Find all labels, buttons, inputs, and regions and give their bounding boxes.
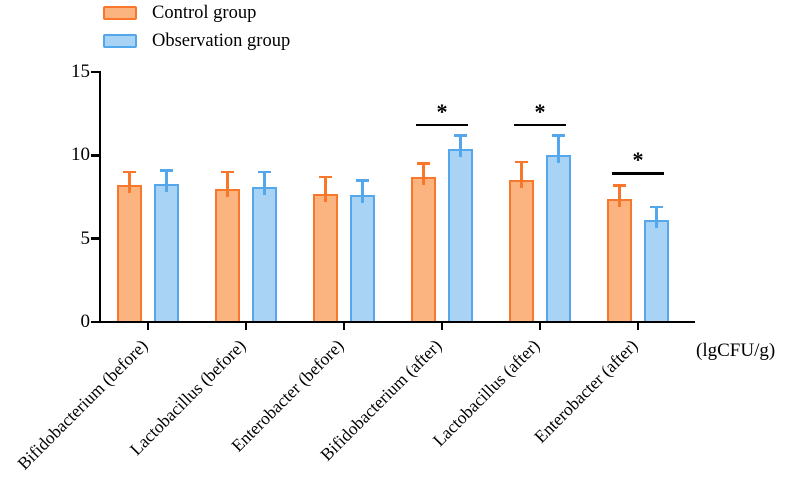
- error-bar-cap: [552, 134, 565, 137]
- error-bar-stem: [226, 172, 229, 197]
- x-tick: [342, 322, 346, 330]
- x-tick: [636, 322, 640, 330]
- bar-observation-0: [154, 183, 179, 323]
- bar-observation-4: [546, 155, 571, 323]
- error-bar-cap: [650, 205, 663, 209]
- error-bar-stem: [361, 180, 364, 204]
- error-bar-stem: [618, 185, 621, 207]
- significance-line: [416, 123, 468, 127]
- error-bar-stem: [557, 135, 560, 164]
- error-bar-stem: [165, 170, 168, 192]
- bar-observation-3: [448, 148, 473, 323]
- y-tick-label: 10: [71, 144, 90, 166]
- legend-item-observation-group: Observation group: [103, 31, 290, 51]
- error-bar-stem: [459, 135, 462, 157]
- bar-control-4: [509, 180, 534, 323]
- bar-observation-1: [252, 187, 277, 323]
- significance-asterisk: *: [632, 147, 644, 172]
- error-bar-cap: [319, 175, 332, 179]
- error-bar-cap: [454, 134, 467, 137]
- bar-control-3: [411, 177, 436, 323]
- error-bar-stem: [655, 207, 658, 229]
- x-axis-label-0: Bifidobacterium (before): [13, 335, 152, 474]
- significance-asterisk: *: [436, 98, 448, 124]
- x-tick: [146, 322, 150, 330]
- y-tick: [91, 154, 100, 157]
- x-axis-label-5: Enterobacter (after): [530, 335, 642, 447]
- significance-line: [514, 123, 566, 127]
- error-bar-stem: [422, 163, 425, 185]
- error-bar-cap: [258, 170, 271, 174]
- x-tick: [244, 322, 248, 330]
- legend-item-control-group: Control group: [103, 3, 290, 23]
- y-tick-label: 5: [80, 227, 91, 249]
- significance-asterisk: *: [534, 98, 546, 124]
- y-tick-label: 0: [80, 311, 91, 332]
- bar-control-0: [117, 185, 142, 323]
- error-bar-stem: [128, 172, 131, 194]
- bar-control-1: [215, 188, 240, 323]
- error-bar-stem: [263, 172, 266, 195]
- x-axis: [98, 320, 695, 324]
- legend-label-observation-group: Observation group: [152, 31, 291, 51]
- legend: Control group Observation group: [103, 3, 290, 51]
- y-axis: [98, 70, 102, 324]
- error-bar-cap: [160, 169, 173, 172]
- error-bar-cap: [613, 184, 626, 187]
- error-bar-cap: [417, 162, 430, 165]
- bar-observation-5: [644, 220, 669, 323]
- y-tick-label: 15: [71, 61, 90, 82]
- y-tick: [91, 320, 100, 324]
- x-tick: [440, 322, 444, 330]
- error-bar-cap: [221, 170, 234, 174]
- error-bar-stem: [324, 177, 327, 202]
- x-tick: [538, 322, 542, 330]
- bar-control-5: [607, 198, 632, 323]
- bar-observation-2: [350, 195, 375, 323]
- error-bar-cap: [515, 160, 528, 164]
- error-bar-cap: [356, 179, 369, 182]
- axis-unit-label: (lgCFU/g): [696, 340, 776, 361]
- significance-line: [612, 172, 664, 175]
- y-tick: [91, 237, 100, 240]
- bar-control-2: [313, 193, 338, 323]
- legend-swatch-observation-group: [103, 34, 137, 48]
- legend-label-control-group: Control group: [152, 3, 257, 23]
- y-tick: [91, 70, 100, 74]
- error-bar-stem: [520, 162, 523, 189]
- error-bar-cap: [123, 170, 136, 174]
- legend-swatch-control-group: [103, 6, 137, 20]
